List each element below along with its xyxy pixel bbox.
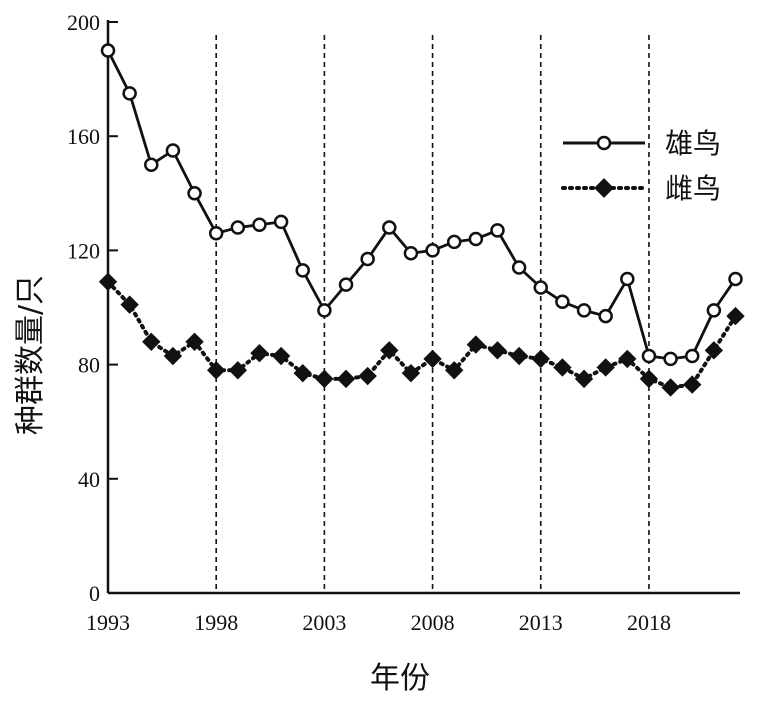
male-point	[100, 43, 116, 58]
legend-marker-male	[596, 135, 612, 151]
male-point	[511, 260, 527, 275]
female-point	[466, 335, 486, 354]
female-point	[423, 349, 442, 369]
female-point	[142, 332, 161, 351]
y-tick-label: 200	[67, 10, 100, 35]
male-point	[533, 280, 549, 295]
y-ticks: 0 40 80 120 160 200	[67, 10, 118, 606]
x-axis-title: 年份	[370, 661, 430, 696]
male-point	[144, 157, 159, 172]
x-tick-label: 2013	[519, 610, 563, 635]
female-point	[315, 369, 334, 389]
male-point	[576, 303, 592, 318]
male-point	[360, 251, 375, 267]
male-point	[208, 226, 224, 241]
y-tick-label: 120	[67, 238, 100, 263]
legend-label-male: 雄鸟	[665, 127, 721, 160]
female-point	[185, 332, 204, 351]
female-point	[445, 361, 464, 380]
x-tick-label: 1998	[194, 610, 238, 635]
male-point	[295, 263, 310, 278]
female-point	[553, 358, 572, 377]
male-point	[382, 220, 397, 235]
male-point	[403, 246, 419, 261]
female-point	[271, 346, 291, 366]
female-point	[358, 366, 377, 386]
female-point	[401, 363, 421, 383]
female-point	[206, 361, 226, 380]
female-point	[250, 343, 269, 363]
axes	[106, 20, 740, 595]
female-point	[574, 369, 594, 389]
male-point	[317, 303, 332, 318]
x-tick-label: 2008	[411, 610, 455, 635]
y-tick-label: 80	[78, 353, 100, 378]
male-point	[252, 217, 267, 232]
female-point	[531, 349, 550, 369]
x-tick-label: 1993	[86, 610, 130, 635]
female-point	[509, 346, 529, 366]
male-point	[490, 223, 505, 238]
male-point	[641, 348, 657, 364]
male-point	[338, 277, 354, 292]
male-point	[230, 220, 246, 235]
male-point	[728, 271, 743, 287]
female-point	[336, 369, 356, 389]
female-point	[380, 341, 399, 360]
female-point	[618, 349, 637, 369]
male-point	[273, 214, 289, 230]
female-point	[163, 346, 183, 366]
female-point	[488, 341, 507, 360]
y-axis-title: 种群数量/只	[13, 275, 48, 435]
legend: 雄鸟 雌鸟	[561, 127, 721, 205]
female-point	[704, 341, 724, 360]
male-point	[620, 271, 635, 287]
x-tick-label: 2018	[627, 610, 671, 635]
male-point	[187, 186, 202, 201]
y-tick-label: 160	[67, 124, 100, 149]
male-point	[468, 231, 484, 247]
male-point	[446, 234, 462, 250]
x-ticks: 1993 1998 2003 2008 2013 2018	[86, 610, 671, 635]
male-point	[122, 86, 137, 101]
female-point	[228, 361, 248, 380]
male-point	[684, 348, 700, 364]
male-point	[598, 308, 613, 324]
y-tick-label: 0	[89, 581, 100, 606]
male-point	[425, 243, 440, 258]
male-point	[706, 303, 722, 318]
female-point	[661, 378, 680, 397]
series-line-male	[106, 49, 737, 361]
legend-label-female: 雌鸟	[665, 172, 721, 205]
y-tick-label: 40	[78, 467, 100, 492]
x-tick-label: 2003	[302, 610, 346, 635]
male-point	[555, 294, 570, 310]
male-point	[165, 143, 181, 158]
female-point	[98, 272, 118, 291]
series-layer	[98, 43, 745, 397]
male-point	[663, 351, 678, 367]
female-point	[293, 363, 312, 383]
legend-marker-female	[594, 178, 614, 198]
series-line-female	[106, 279, 738, 390]
female-point	[683, 375, 702, 394]
female-point	[726, 306, 745, 326]
female-point	[596, 358, 615, 377]
female-point	[639, 369, 659, 389]
